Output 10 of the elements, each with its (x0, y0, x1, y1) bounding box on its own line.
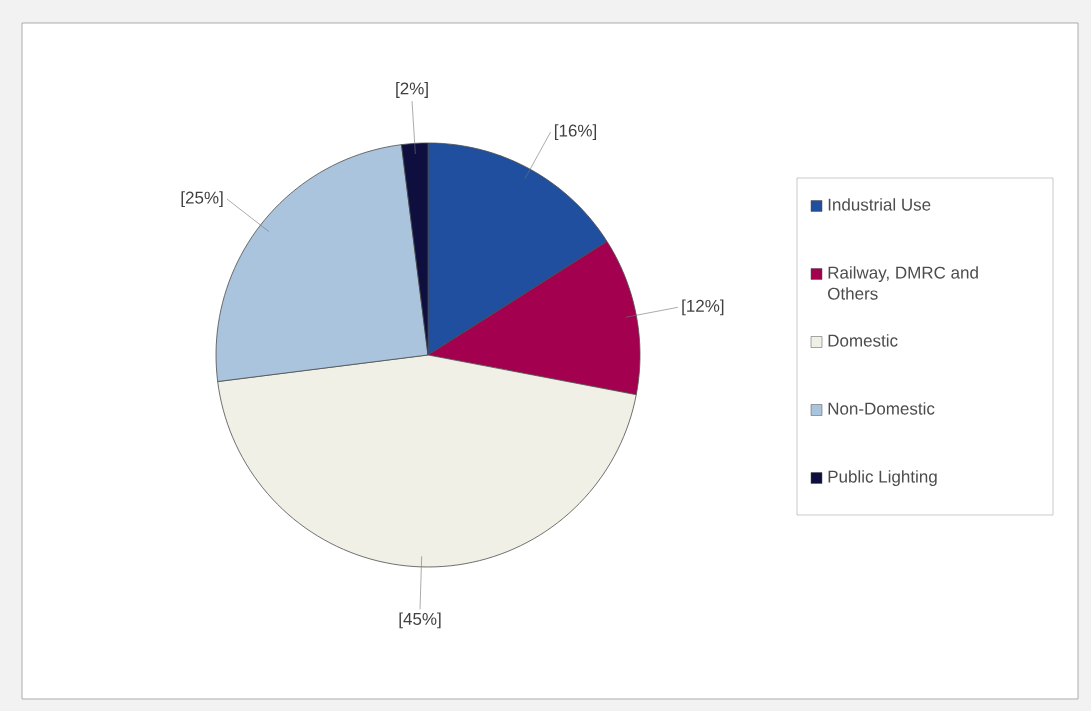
data-label: [2%] (396, 82, 428, 98)
legend-label: Industrial Use (828, 198, 931, 211)
legend-label: Domestic (828, 334, 898, 347)
data-label: [45%] (399, 612, 441, 629)
legend-label: Non-Domestic (828, 402, 935, 415)
legend-label: Railway, DMRC and Others (828, 266, 978, 300)
legend-label: Public Lighting (828, 470, 937, 487)
data-label: [12%] (682, 299, 724, 316)
data-label: [25%] (181, 191, 223, 207)
data-label: [16%] (554, 124, 597, 140)
